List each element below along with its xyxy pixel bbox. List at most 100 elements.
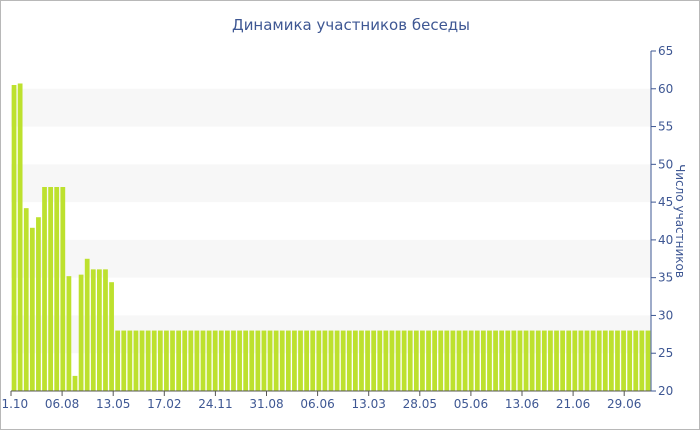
bar: [353, 330, 358, 391]
bar: [450, 330, 456, 391]
y-tick-label: 45: [658, 195, 673, 209]
x-tick-label: 13.05: [96, 397, 130, 411]
bar: [566, 330, 572, 391]
bar: [596, 330, 602, 391]
bar: [298, 330, 303, 391]
bar: [255, 330, 261, 391]
bar: [621, 330, 626, 391]
grid-band: [11, 88, 651, 127]
bar: [60, 187, 66, 391]
bar: [267, 330, 273, 391]
bar: [292, 330, 297, 391]
bar: [401, 330, 407, 391]
bar: [279, 330, 285, 391]
bar: [548, 330, 553, 391]
bar: [48, 187, 53, 391]
bar: [371, 330, 377, 391]
y-tick-label: 25: [658, 346, 673, 360]
bar: [554, 330, 559, 391]
bar: [66, 276, 72, 391]
bar: [109, 282, 114, 391]
bar: [340, 330, 346, 391]
bar: [328, 330, 334, 391]
chart-title: Динамика участников беседы: [232, 16, 470, 34]
bar: [29, 227, 35, 391]
bar: [139, 330, 145, 391]
bar: [121, 330, 127, 391]
bar: [420, 330, 425, 391]
bar: [97, 269, 102, 391]
bar: [84, 258, 90, 391]
x-tick-label: 31.10: [1, 397, 28, 411]
bar: [164, 330, 169, 391]
bar: [322, 330, 328, 391]
grid-band: [11, 164, 651, 203]
bar: [456, 330, 462, 391]
bar: [23, 208, 29, 391]
bar: [359, 330, 364, 391]
x-tick-label: 06.08: [45, 397, 79, 411]
bar: [11, 85, 17, 391]
bar: [103, 269, 108, 391]
bar: [444, 330, 450, 391]
y-tick-label: 60: [658, 82, 673, 96]
bar: [273, 330, 279, 391]
bar: [127, 330, 133, 391]
bar: [645, 330, 651, 391]
bar: [310, 330, 316, 391]
bar: [578, 330, 584, 391]
bar: [523, 330, 529, 391]
y-tick-label: 20: [658, 384, 673, 398]
bar: [200, 330, 206, 391]
bar: [481, 330, 486, 391]
bar: [304, 330, 309, 391]
grid-band: [11, 239, 651, 278]
y-axis-label: Число участников: [673, 164, 687, 278]
bar: [462, 330, 468, 391]
y-tick-label: 35: [658, 271, 673, 285]
bar: [407, 330, 413, 391]
x-tick-label: 05.06: [454, 397, 488, 411]
bar: [627, 330, 633, 391]
bar: [237, 330, 242, 391]
y-ticks: 20 25 30 35 40 45 50 55 60 65: [651, 44, 673, 398]
bar: [285, 330, 291, 391]
x-tick-label: 06.06: [300, 397, 334, 411]
x-tick-label: 21.06: [556, 397, 590, 411]
bar: [151, 330, 157, 391]
bar: [517, 330, 523, 391]
grid-bands: [11, 88, 651, 354]
bar: [572, 330, 578, 391]
bar: [602, 330, 608, 391]
bar: [535, 330, 541, 391]
x-tick-label: 17.02: [147, 397, 181, 411]
bar: [346, 330, 352, 391]
bar: [609, 330, 614, 391]
bar: [383, 330, 389, 391]
bar: [438, 330, 444, 391]
bar: [261, 330, 267, 391]
bar: [188, 330, 194, 391]
bar: [133, 330, 139, 391]
bar: [493, 330, 498, 391]
bar: [468, 330, 474, 391]
y-tick-label: 50: [658, 157, 673, 171]
bar: [487, 330, 492, 391]
x-tick-label: 24.11: [198, 397, 232, 411]
bar: [218, 330, 224, 391]
bar: [529, 330, 535, 391]
bar: [157, 330, 163, 391]
bar: [36, 217, 41, 391]
bar: [432, 330, 437, 391]
bar: [176, 330, 181, 391]
x-tick-label: 28.05: [403, 397, 437, 411]
y-tick-label: 40: [658, 233, 673, 247]
x-tick-label: 29.06: [607, 397, 641, 411]
x-tick-label: 13.06: [505, 397, 539, 411]
bar: [584, 330, 590, 391]
bar: [78, 274, 84, 391]
bar: [170, 330, 175, 391]
bar: [377, 330, 383, 391]
bars: [11, 83, 651, 391]
x-ticks: 31.10 06.08 13.05 17.02 24.11 31.08 06.06 13.03…: [1, 391, 641, 411]
